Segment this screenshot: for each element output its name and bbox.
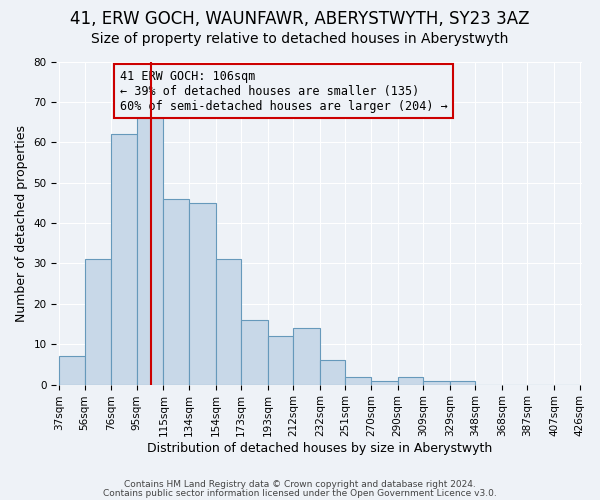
Bar <box>189 203 215 384</box>
Text: 41 ERW GOCH: 106sqm
← 39% of detached houses are smaller (135)
60% of semi-detac: 41 ERW GOCH: 106sqm ← 39% of detached ho… <box>119 70 447 112</box>
Text: 41, ERW GOCH, WAUNFAWR, ABERYSTWYTH, SY23 3AZ: 41, ERW GOCH, WAUNFAWR, ABERYSTWYTH, SY2… <box>70 10 530 28</box>
Bar <box>137 118 163 384</box>
Y-axis label: Number of detached properties: Number of detached properties <box>15 124 28 322</box>
Bar <box>215 260 241 384</box>
Bar <box>111 134 137 384</box>
Bar <box>450 380 475 384</box>
Bar <box>346 376 371 384</box>
Bar <box>59 356 85 384</box>
Bar <box>163 199 189 384</box>
Text: Size of property relative to detached houses in Aberystwyth: Size of property relative to detached ho… <box>91 32 509 46</box>
Bar <box>398 376 423 384</box>
Text: Contains HM Land Registry data © Crown copyright and database right 2024.: Contains HM Land Registry data © Crown c… <box>124 480 476 489</box>
X-axis label: Distribution of detached houses by size in Aberystwyth: Distribution of detached houses by size … <box>147 442 492 455</box>
Text: Contains public sector information licensed under the Open Government Licence v3: Contains public sector information licen… <box>103 488 497 498</box>
Bar <box>371 380 398 384</box>
Bar <box>293 328 320 384</box>
Bar <box>85 260 111 384</box>
Bar <box>423 380 450 384</box>
Bar <box>241 320 268 384</box>
Bar <box>268 336 293 384</box>
Bar <box>320 360 346 384</box>
